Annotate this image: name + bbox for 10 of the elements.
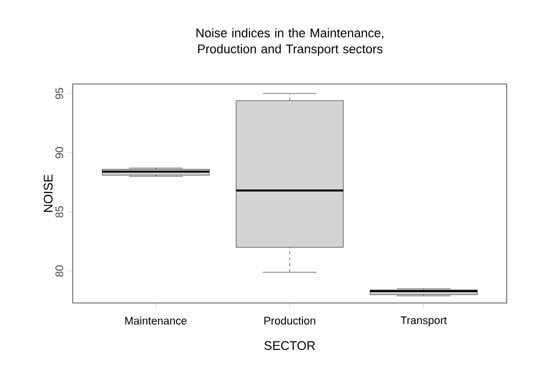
x-tick-label: Maintenance [125, 316, 187, 325]
y-tick-label: 90 [55, 147, 64, 158]
y-tick-label: 85 [55, 206, 64, 218]
y-tick-label: 80 [55, 265, 64, 277]
x-tick-label: Transport [400, 316, 447, 326]
chart-title: Noise indices in the Maintenance, Production and Transport sectors [196, 28, 384, 56]
x-axis-title: SECTOR [264, 341, 315, 350]
y-tick-label: 95 [55, 88, 64, 100]
y-axis-title: NOISE [44, 174, 53, 212]
x-tick-label: Production [264, 316, 316, 325]
